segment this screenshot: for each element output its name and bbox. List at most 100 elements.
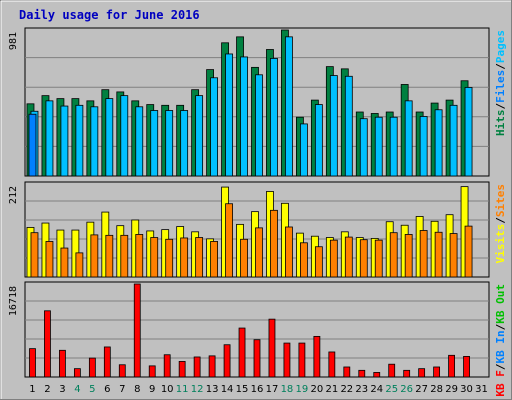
bar	[434, 109, 443, 177]
x-tick-label: 17	[266, 384, 279, 395]
bar	[314, 104, 323, 177]
x-tick-label: 21	[325, 384, 338, 395]
x-tick-label: 29	[445, 384, 458, 395]
bar	[328, 351, 336, 378]
bar	[388, 363, 396, 378]
bar	[60, 105, 69, 177]
bar	[60, 247, 69, 278]
legend-entry: Files	[494, 70, 507, 103]
bar	[240, 56, 248, 177]
bar	[298, 342, 306, 378]
x-tick-label: 8	[134, 384, 140, 395]
panel-kbytes-max-label: 16718	[8, 286, 19, 316]
bar	[285, 36, 293, 177]
bar	[133, 283, 141, 378]
bar	[359, 118, 368, 177]
bar	[210, 77, 218, 177]
bar	[105, 234, 114, 278]
bar	[344, 75, 353, 177]
bar	[29, 348, 36, 378]
legend-entry: Hits	[494, 110, 507, 137]
bar	[419, 230, 428, 278]
panel-visits: 212 Visits/Sites	[8, 181, 507, 278]
x-tick-label: 6	[104, 384, 110, 395]
bar	[90, 234, 99, 278]
bar	[268, 318, 276, 378]
bar	[165, 238, 174, 278]
bar	[240, 238, 248, 278]
bar	[255, 227, 263, 278]
legend-entry: /	[494, 363, 507, 370]
x-tick-label: 20	[311, 384, 324, 395]
x-tick-label: 19	[296, 384, 309, 395]
bar	[88, 357, 96, 378]
bar	[464, 87, 473, 177]
series-pages	[28, 113, 37, 177]
bar	[300, 242, 308, 278]
legend-entry: /	[494, 103, 507, 110]
x-tick-label: 31	[475, 384, 488, 395]
bar	[389, 116, 398, 177]
x-tick-label: 15	[236, 384, 249, 395]
x-tick-label: 4	[74, 384, 80, 395]
x-tick-label: 1	[29, 384, 35, 395]
legend-entry: /	[494, 217, 507, 224]
bar	[389, 232, 398, 278]
legend-entry: /	[494, 63, 507, 70]
x-tick-label: 23	[355, 384, 368, 395]
bar	[120, 95, 129, 177]
bar	[314, 246, 323, 278]
bar	[358, 369, 366, 378]
bar	[433, 366, 441, 378]
bar	[225, 203, 233, 278]
bar	[90, 106, 99, 177]
bar	[359, 239, 368, 278]
x-tick-label: 24	[370, 384, 383, 395]
x-tick-label: 11	[176, 384, 189, 395]
bar	[165, 110, 174, 177]
series-visits	[26, 186, 469, 278]
legend-entry: Pages	[494, 30, 507, 63]
bar	[285, 226, 293, 278]
bar	[163, 354, 171, 378]
legend-entry: Sites	[494, 184, 507, 217]
bar	[195, 237, 204, 278]
x-tick-label: 22	[340, 384, 353, 395]
bar	[45, 241, 54, 278]
bar	[449, 104, 458, 177]
x-tick-label: 7	[119, 384, 125, 395]
x-tick-label: 28	[430, 384, 443, 395]
x-tick-label: 13	[206, 384, 219, 395]
x-tick-label: 26	[400, 384, 413, 395]
bar	[178, 361, 186, 378]
bar	[150, 237, 159, 278]
bar	[449, 233, 458, 278]
x-tick-label: 2	[44, 384, 50, 395]
bar	[329, 75, 338, 177]
bar	[75, 104, 84, 177]
bar	[373, 372, 381, 378]
bar	[180, 110, 189, 177]
bar	[135, 106, 144, 177]
x-tick-label: 30	[460, 384, 473, 395]
bar	[343, 366, 351, 378]
bar	[313, 335, 321, 378]
x-tick-label: 25	[385, 384, 398, 395]
x-tick-label: 18	[281, 384, 294, 395]
bar	[270, 209, 278, 278]
x-tick-label: 16	[251, 384, 264, 395]
series-sites	[30, 203, 473, 278]
panels-layer: 981Hits/Files/Pages212Visits/Sites16718K…	[8, 27, 507, 397]
bar	[195, 95, 204, 177]
legend-entry: KB Out	[494, 284, 507, 324]
bar	[28, 113, 37, 177]
x-axis: 1 2 3 4 5 6 7 8 9 10 11 12 13 14 15 16 17 18 19 20 21 22 23 24 2…	[29, 384, 488, 395]
bar	[374, 239, 383, 278]
legend-entry: /	[494, 323, 507, 330]
bar	[223, 344, 231, 378]
bar	[103, 346, 111, 378]
x-tick-label: 5	[89, 384, 95, 395]
bar	[193, 356, 201, 378]
